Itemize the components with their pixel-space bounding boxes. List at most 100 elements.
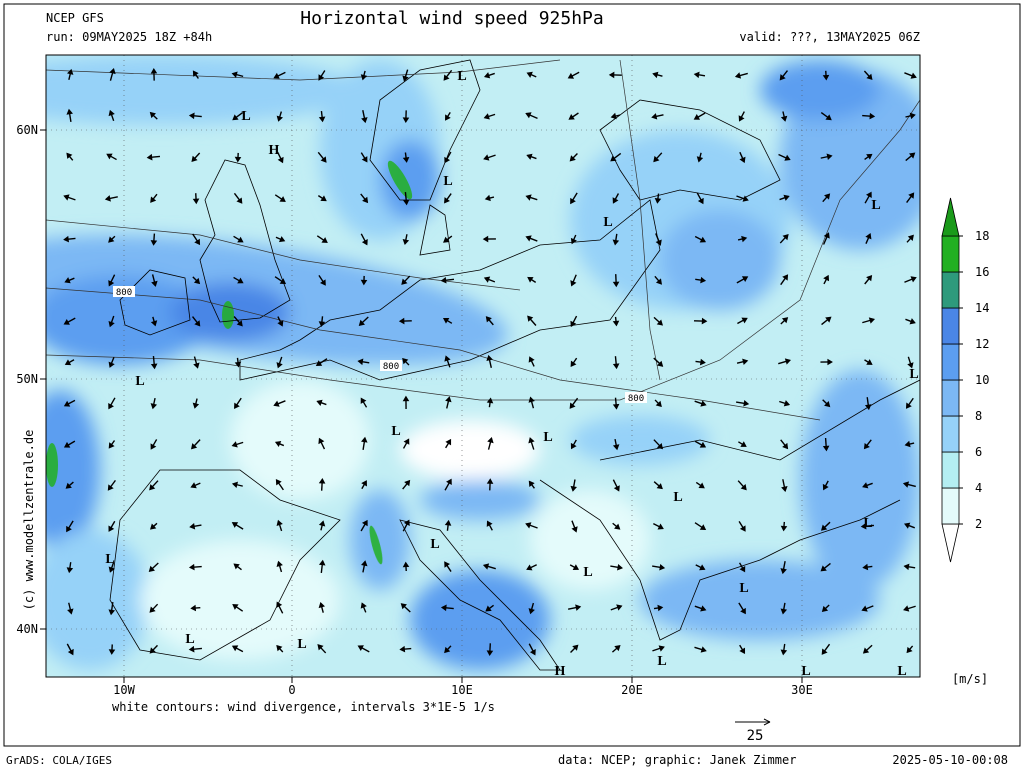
wind-arrow-head bbox=[318, 437, 325, 445]
wind-arrow-head bbox=[108, 649, 116, 655]
wind-arrow-head bbox=[276, 601, 283, 608]
wind-arrow-head bbox=[741, 317, 748, 324]
wind-arrow-head bbox=[825, 316, 832, 323]
wind-arrow-head bbox=[234, 156, 242, 163]
colorbar: 2 4 6 8 10 12 14 16 18 bbox=[941, 197, 989, 563]
wind-arrow-head bbox=[823, 232, 830, 239]
wind-arrow-head bbox=[656, 443, 664, 450]
wind-arrow-head bbox=[612, 281, 620, 288]
wind-arrow-head bbox=[318, 601, 325, 609]
data-credit: data: NCEP; graphic: Janek Zimmer bbox=[558, 753, 796, 767]
wind-arrow-head bbox=[233, 563, 240, 570]
wind-arrow-head bbox=[570, 442, 577, 450]
wind-arrow-head bbox=[486, 354, 493, 361]
wind-arrow-head bbox=[273, 72, 280, 79]
wind-arrow-head bbox=[869, 112, 876, 120]
colorbar-segment bbox=[941, 487, 960, 525]
pressure-center: H bbox=[555, 664, 566, 679]
wind-arrow-head bbox=[780, 115, 788, 122]
longitude-label: 30E bbox=[791, 683, 813, 697]
reference-vector: 25 bbox=[735, 718, 771, 744]
wind-arrow-head bbox=[866, 274, 873, 282]
wind-arrow-head bbox=[485, 316, 492, 323]
wind-arrow-head bbox=[63, 441, 71, 448]
wind-arrow-head bbox=[485, 605, 492, 612]
wind-arrow-head bbox=[570, 280, 577, 287]
wind-arrow-head bbox=[862, 563, 869, 571]
wind-arrow-head bbox=[910, 72, 917, 79]
wind-arrow-head bbox=[148, 565, 155, 572]
wind-arrow-head bbox=[318, 520, 326, 527]
wind-arrow-head bbox=[361, 117, 368, 124]
wind-arrow-head bbox=[608, 71, 615, 79]
wind-arrow-head bbox=[864, 404, 872, 411]
wind-speed-field bbox=[46, 55, 920, 670]
wind-arrow-head bbox=[743, 400, 750, 407]
wind-arrow-head bbox=[903, 522, 911, 529]
wind-arrow-head bbox=[525, 112, 532, 119]
wind-arrow-head bbox=[190, 443, 198, 450]
wind-arrow-head bbox=[529, 649, 536, 656]
colorbar-label: 8 bbox=[975, 409, 982, 423]
wind-arrow-head bbox=[567, 72, 575, 79]
wind-arrow-head bbox=[443, 74, 450, 81]
wind-arrow-head bbox=[827, 358, 833, 366]
pressure-center: H bbox=[269, 143, 280, 158]
wind-arrow-head bbox=[781, 317, 789, 324]
wind-arrow-head bbox=[656, 319, 664, 326]
wind-arrow-head bbox=[193, 277, 201, 285]
wind-arrow-head bbox=[782, 233, 789, 241]
wind-arrow-head bbox=[655, 239, 662, 246]
wind-arrow-head bbox=[318, 74, 325, 81]
wind-arrow-head bbox=[360, 74, 368, 81]
wind-arrow-head bbox=[231, 441, 238, 448]
wind-arrow-head bbox=[616, 604, 623, 611]
wind-arrow-head bbox=[317, 644, 324, 651]
wind-arrow-head bbox=[614, 645, 621, 652]
wind-arrow-head bbox=[570, 485, 577, 492]
wind-arrow-head bbox=[276, 115, 283, 122]
wind-arrow-head bbox=[482, 563, 490, 570]
wind-arrow-head bbox=[106, 153, 113, 160]
wind-arrow-head bbox=[612, 197, 619, 204]
wind-arrow-head bbox=[738, 115, 745, 122]
wind-arrow-head bbox=[320, 195, 327, 202]
wind-arrow-head bbox=[528, 480, 535, 487]
wind-arrow-head bbox=[612, 444, 620, 451]
wind-arrow-head bbox=[321, 237, 328, 243]
wind-arrow-head bbox=[150, 363, 158, 370]
wind-arrow-head bbox=[108, 280, 115, 287]
longitude-label: 0 bbox=[288, 683, 295, 697]
pressure-center: L bbox=[603, 215, 612, 230]
wind-arrow-head bbox=[820, 565, 827, 572]
wind-arrow-head bbox=[237, 236, 244, 243]
wind-arrow-head bbox=[402, 357, 409, 365]
wind-arrow-head bbox=[655, 400, 662, 408]
wind-arrow-head bbox=[276, 519, 283, 527]
wind-arrow-head bbox=[780, 525, 788, 532]
wind-arrow-head bbox=[693, 114, 701, 120]
wind-arrow-head bbox=[699, 564, 706, 571]
wind-arrow-head bbox=[108, 320, 115, 328]
wind-arrow-head bbox=[234, 361, 242, 368]
wind-arrow-head bbox=[780, 568, 787, 575]
map-area: L H L L L L L L L L L L L L L L L H L L L L 800 800 800 bbox=[46, 55, 920, 679]
wind-arrow-head bbox=[528, 437, 535, 444]
wind-arrow-head bbox=[527, 276, 534, 283]
wind-arrow-head bbox=[525, 194, 532, 201]
wind-arrow-head bbox=[66, 567, 74, 574]
wind-arrow-head bbox=[401, 278, 408, 285]
wind-arrow-head bbox=[570, 237, 577, 245]
wind-arrow-head bbox=[487, 437, 494, 444]
wind-arrow-head bbox=[188, 645, 195, 653]
wind-arrow-head bbox=[149, 484, 156, 491]
wind-arrow-head bbox=[64, 277, 71, 284]
wind-arrow-head bbox=[572, 564, 580, 571]
wind-arrow-head bbox=[440, 276, 447, 284]
wind-arrow-head bbox=[279, 278, 287, 285]
wind-arrow-head bbox=[279, 196, 286, 202]
pressure-center: L bbox=[135, 374, 144, 389]
wind-arrow-head bbox=[826, 153, 833, 160]
wind-arrow-head bbox=[188, 563, 195, 571]
wind-arrow-head bbox=[277, 156, 284, 164]
